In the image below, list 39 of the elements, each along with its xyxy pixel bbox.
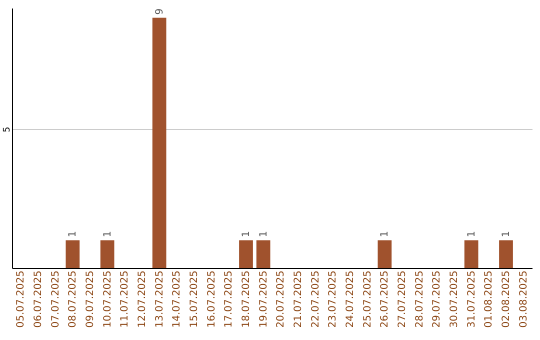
x-tick-label: 19.07.2025: [258, 270, 270, 328]
x-tick-label: 07.07.2025: [50, 270, 62, 328]
x-tick-label: 31.07.2025: [466, 270, 478, 328]
x-tick-label: 30.07.2025: [449, 270, 460, 328]
x-tick-label: 28.07.2025: [414, 270, 426, 328]
x-tick-label: 08.07.2025: [68, 270, 79, 328]
x-tick-label: 15.07.2025: [189, 270, 200, 328]
x-tick-label: 18.07.2025: [241, 270, 252, 328]
data-label: 1: [102, 230, 114, 238]
data-label: 9: [154, 8, 166, 15]
x-tick-label: 01.08.2025: [484, 270, 495, 328]
x-tick-label: 27.07.2025: [397, 270, 408, 328]
data-label: 1: [241, 230, 252, 238]
data-label: 1: [380, 230, 391, 238]
y-tick-label: 5: [2, 126, 12, 132]
x-tick-label: 24.07.2025: [345, 270, 356, 328]
x-tick-label: 10.07.2025: [102, 270, 114, 328]
x-tick-label: 16.07.2025: [206, 270, 218, 328]
x-tick-label: 17.07.2025: [224, 270, 235, 328]
x-tick-label: 22.07.2025: [310, 270, 322, 328]
x-tick-label: 21.07.2025: [293, 270, 304, 328]
data-label: 1: [501, 230, 512, 238]
x-tick-label: 14.07.2025: [172, 270, 183, 328]
x-tick-label: 09.07.2025: [85, 270, 96, 328]
x-tick-label: 20.07.2025: [276, 270, 287, 328]
x-tick-label: 06.07.2025: [33, 270, 44, 328]
x-tick-label: 12.07.2025: [137, 270, 148, 328]
data-label: 1: [68, 230, 79, 238]
x-tick-label: 02.08.2025: [501, 270, 512, 328]
x-tick-label: 29.07.2025: [432, 270, 443, 328]
data-label: 1: [258, 230, 270, 238]
data-label: 1: [466, 230, 478, 238]
x-tick-label: 25.07.2025: [362, 270, 374, 328]
x-tick-label: 13.07.2025: [154, 270, 166, 328]
x-tick-label: 03.08.2025: [518, 270, 530, 328]
x-tick-label: 05.07.2025: [16, 270, 27, 328]
x-tick-label: 11.07.2025: [120, 270, 131, 328]
x-tick-label: 23.07.2025: [328, 270, 339, 328]
x-tick-label: 26.07.2025: [380, 270, 391, 328]
